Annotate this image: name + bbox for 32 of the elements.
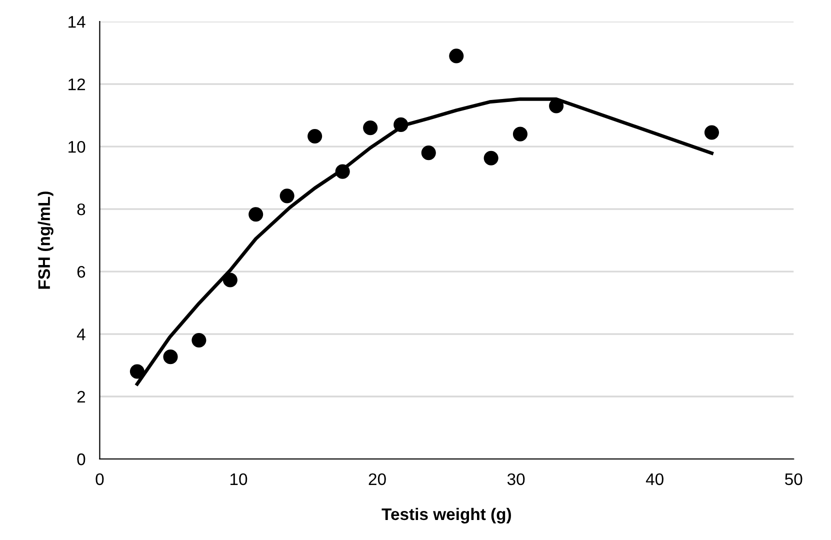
y-tick-label: 8	[77, 203, 86, 216]
y-tick-label: 12	[68, 78, 85, 90]
point	[549, 98, 564, 114]
point	[421, 146, 436, 160]
point	[308, 128, 322, 144]
y-tick-label: 2	[77, 390, 85, 403]
point	[363, 120, 378, 136]
point	[222, 272, 238, 288]
x-tick-label: 0	[96, 473, 104, 486]
x-axis-title: Testis weight (g)	[382, 508, 511, 524]
point	[248, 207, 264, 222]
x-tick-label: 40	[646, 473, 664, 486]
x-tick-label: 30	[507, 473, 525, 486]
point	[130, 364, 144, 379]
point	[449, 48, 464, 64]
y-tick-label: 14	[68, 16, 86, 28]
y-tick-label: 6	[77, 266, 86, 278]
y-tick-label: 0	[77, 453, 86, 466]
point	[163, 350, 178, 364]
x-tick-label: 50	[785, 473, 802, 486]
point	[484, 150, 498, 166]
x-tick-label: 20	[368, 473, 386, 486]
point	[335, 164, 350, 179]
point	[394, 117, 408, 132]
point	[512, 126, 528, 142]
point	[280, 188, 294, 204]
x-tick-label: 10	[230, 473, 248, 486]
y-axis-title: FSH (ng/mL)	[38, 192, 54, 289]
point	[192, 332, 206, 348]
point	[704, 125, 720, 140]
y-tick-label: 4	[76, 328, 86, 340]
y-tick-label: 10	[68, 140, 86, 153]
